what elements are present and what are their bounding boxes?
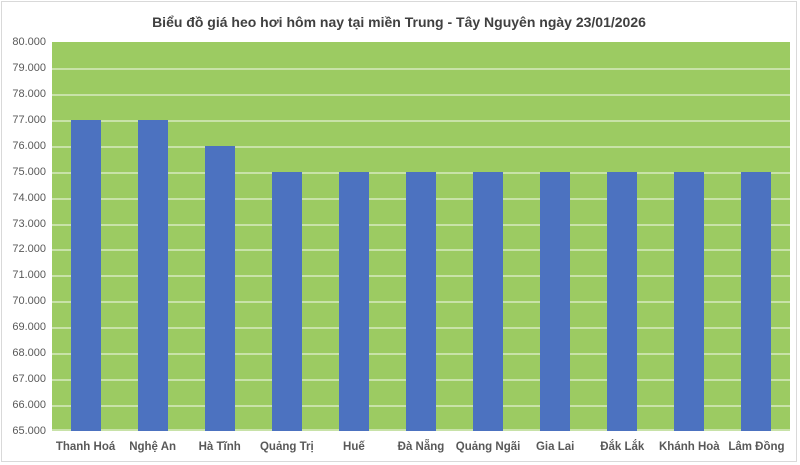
bar — [70, 119, 101, 431]
plot-area — [52, 42, 790, 431]
y-tick-label: 70.000 — [12, 295, 46, 308]
chart-title: Biểu đồ giá heo hơi hôm nay tại miền Tru… — [152, 14, 646, 30]
bar — [338, 171, 369, 431]
x-category-label: Nghệ An — [129, 441, 177, 453]
y-tick-label: 75.000 — [12, 165, 46, 178]
y-tick-label: 80.000 — [12, 36, 46, 48]
y-tick-label: 67.000 — [12, 373, 46, 386]
x-category-label: Lâm Đồng — [728, 441, 785, 453]
x-category-label: Đắk Lắk — [600, 441, 645, 453]
x-category-label: Quảng Trị — [259, 441, 314, 453]
x-category-label: Huế — [343, 441, 365, 453]
gridline — [52, 119, 790, 122]
bar — [607, 171, 638, 431]
y-tick-label: 66.000 — [12, 399, 46, 412]
bar — [674, 171, 705, 431]
y-tick-label: 71.000 — [12, 269, 46, 282]
y-tick-label: 76.000 — [12, 139, 46, 152]
y-tick-label: 79.000 — [12, 61, 46, 74]
bar — [137, 119, 168, 431]
bar — [473, 171, 504, 431]
bar — [271, 171, 302, 431]
y-tick-label: 78.000 — [12, 87, 46, 100]
bar — [406, 171, 436, 431]
x-category-label: Khánh Hoà — [659, 441, 720, 453]
y-tick-label: 68.000 — [12, 347, 46, 360]
bar — [540, 171, 571, 431]
bar — [204, 145, 235, 431]
y-tick-label: 72.000 — [12, 243, 46, 256]
y-tick-label: 77.000 — [12, 113, 46, 126]
y-tick-label: 73.000 — [12, 217, 46, 230]
x-category-label: Hà Tĩnh — [198, 441, 241, 453]
y-tick-label: 65.000 — [12, 425, 46, 437]
y-tick-label: 74.000 — [12, 191, 46, 204]
x-category-label: Gia Lai — [535, 441, 575, 453]
x-category-label: Quảng Ngãi — [455, 441, 521, 453]
gridline — [52, 93, 790, 96]
x-category-label: Đà Nẵng — [397, 441, 445, 453]
y-tick-label: 69.000 — [12, 321, 46, 334]
x-category-label: Thanh Hoá — [55, 441, 116, 453]
gridline — [52, 67, 790, 70]
bar — [741, 171, 772, 431]
gridline — [52, 145, 790, 148]
